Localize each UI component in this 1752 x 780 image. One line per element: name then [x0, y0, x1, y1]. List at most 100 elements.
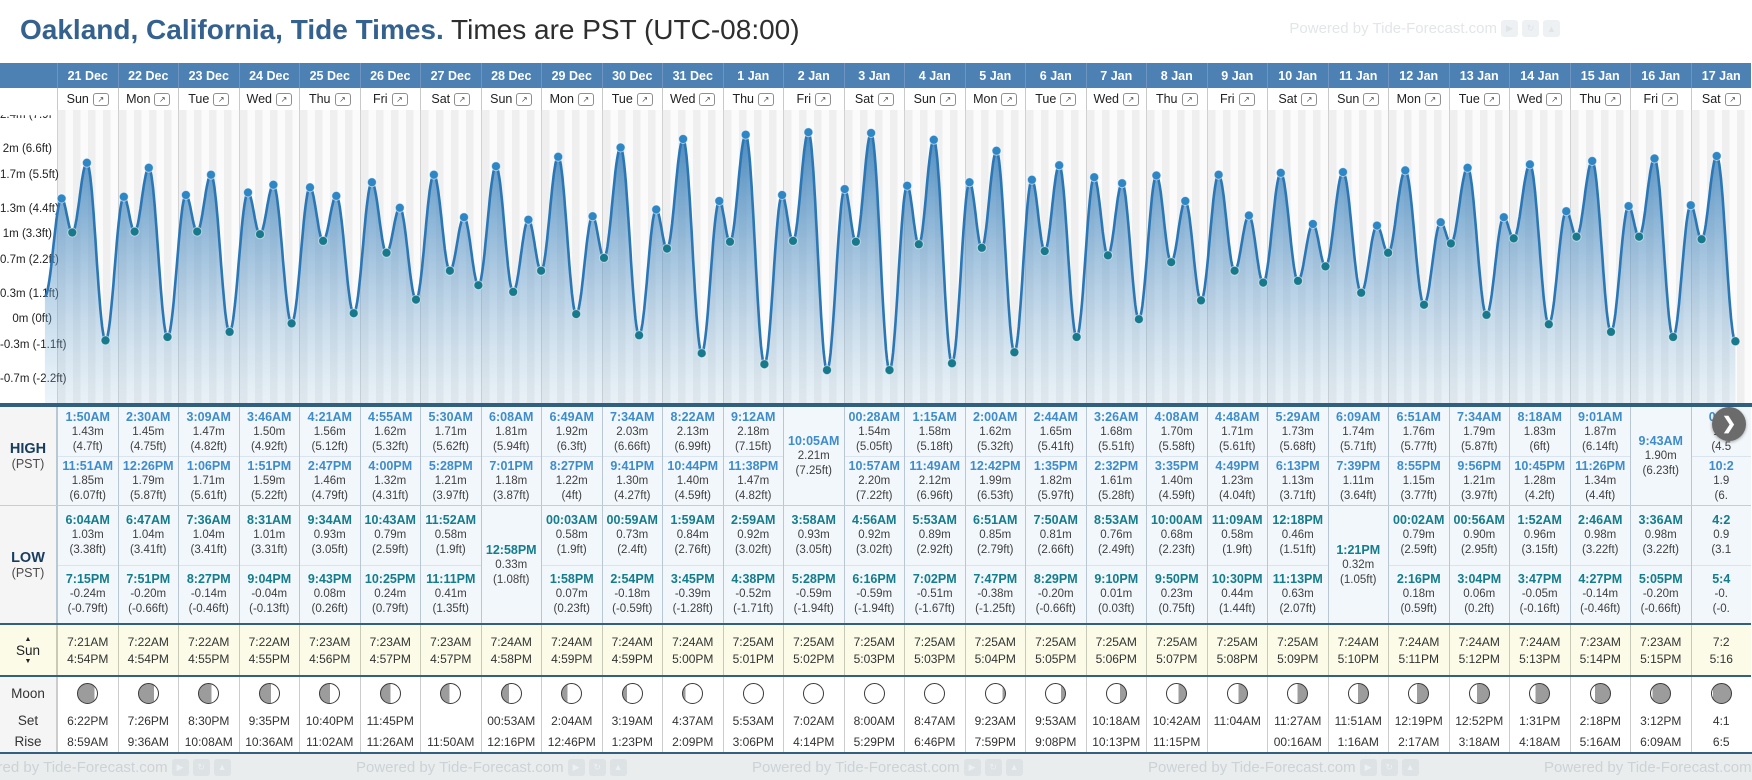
day-link[interactable]: Fri ↗	[1206, 88, 1268, 110]
expand-day-icon[interactable]: ↗	[758, 92, 775, 106]
day-link[interactable]: Tue ↗	[1448, 88, 1510, 110]
expand-day-icon[interactable]: ↗	[1662, 92, 1679, 106]
day-link[interactable]: Sun ↗	[480, 88, 542, 110]
expand-day-icon[interactable]: ↗	[699, 92, 716, 106]
high-tide-dot	[1089, 172, 1100, 183]
day-link[interactable]: Tue ↗	[1025, 88, 1086, 110]
tide-height-m: 1.47m	[192, 425, 225, 438]
day-link[interactable]: Mon ↗	[1388, 88, 1449, 110]
expand-day-icon[interactable]: ↗	[275, 92, 292, 106]
low-tide-dot	[1508, 233, 1519, 244]
sun-times-cell: 7:24AM 5:00PM	[662, 625, 723, 675]
tide-entry: 2:59AM 0.92m (3.02ft)	[724, 506, 784, 565]
day-link[interactable]: Sun ↗	[57, 88, 118, 110]
day-link[interactable]: Sun ↗	[904, 88, 965, 110]
tide-entry: 5:28PM 1.21m (3.97ft)	[421, 456, 481, 505]
expand-day-icon[interactable]: ↗	[815, 92, 832, 106]
expand-day-icon[interactable]: ↗	[1605, 92, 1622, 106]
expand-day-icon[interactable]: ↗	[391, 92, 408, 106]
expand-day-icon[interactable]: ↗	[1060, 92, 1077, 106]
day-link[interactable]: Fri ↗	[783, 88, 844, 110]
moon-phase-cell	[1085, 677, 1147, 710]
expand-day-icon[interactable]: ↗	[577, 92, 594, 106]
tide-entry: 2:46AM 0.98m (3.22ft)	[1571, 506, 1631, 565]
tide-height-m: 1.11m	[1342, 475, 1374, 487]
expand-day-icon[interactable]: ↗	[516, 92, 533, 106]
tide-height-ft: (4.04ft)	[1219, 490, 1256, 502]
low-tide-cell: 11:52AM 0.58m (1.9ft) 11:11PM 0.41m (1.35ft)	[420, 506, 481, 623]
expand-day-icon[interactable]: ↗	[1724, 92, 1741, 106]
expand-day-icon[interactable]: ↗	[939, 92, 956, 106]
low-tide-dot	[1481, 309, 1492, 320]
day-link[interactable]: Sat ↗	[843, 88, 905, 110]
share-icon: ↻	[1522, 20, 1539, 37]
low-tide-dot	[100, 335, 111, 346]
tide-time: 10:44PM	[667, 459, 719, 473]
tide-time: 1:21PM	[1336, 542, 1381, 557]
expand-day-icon[interactable]: ↗	[1122, 92, 1139, 106]
day-link[interactable]: Thu ↗	[1569, 88, 1631, 110]
expand-day-icon[interactable]: ↗	[1546, 92, 1563, 106]
expand-day-icon[interactable]: ↗	[213, 92, 230, 106]
tide-height-m: 0.92m	[858, 529, 891, 542]
expand-day-icon[interactable]: ↗	[334, 92, 351, 106]
expand-day-icon[interactable]: ↗	[1483, 92, 1500, 106]
high-tide-cell: 6:09AM 1.74m (5.71ft) 7:39PM 1.11m (3.64ft)	[1327, 407, 1388, 505]
sun-times-cell: 7:25AM 5:06PM	[1085, 625, 1147, 675]
day-link[interactable]: Thu ↗	[722, 88, 784, 110]
day-name: Sun	[66, 92, 89, 106]
day-link[interactable]: Mon ↗	[541, 88, 602, 110]
day-link[interactable]: Thu ↗	[1146, 88, 1207, 110]
moon-phase-cell	[299, 677, 360, 710]
low-tide-dot	[913, 239, 924, 250]
day-link[interactable]: Mon ↗	[117, 88, 179, 110]
tide-height-m: 0.84m	[676, 529, 709, 542]
expand-day-icon[interactable]: ↗	[1301, 92, 1318, 106]
day-link[interactable]: Wed ↗	[1085, 88, 1147, 110]
expand-day-icon[interactable]: ↗	[92, 92, 109, 106]
sunset-time: 4:59PM	[551, 651, 593, 666]
high-tide-dot	[523, 214, 534, 225]
day-link[interactable]: Fri ↗	[1630, 88, 1691, 110]
sun-row-label[interactable]: ▲ Sun ▼	[0, 625, 57, 675]
day-link[interactable]: Wed ↗	[662, 88, 723, 110]
day-link[interactable]: Wed ↗	[1509, 88, 1570, 110]
day-link[interactable]: Thu ↗	[299, 88, 360, 110]
day-link[interactable]: Wed ↗	[238, 88, 300, 110]
tide-time: 7:34AM	[1457, 409, 1502, 424]
expand-day-icon[interactable]: ↗	[1001, 92, 1018, 106]
day-name: Fri	[372, 92, 388, 106]
expand-day-icon[interactable]: ↗	[1238, 92, 1255, 106]
day-link[interactable]: Sat ↗	[420, 88, 481, 110]
tide-entry: 8:31AM 1.01m (3.31ft)	[240, 506, 300, 565]
day-link[interactable]: Sat ↗	[1267, 88, 1328, 110]
day-link[interactable]: Sat ↗	[1690, 88, 1752, 110]
low-tide-cell: 00:56AM 0.90m (2.95ft) 3:04PM 0.06m (0.2ft)	[1448, 506, 1509, 623]
tide-time: 8:22AM	[670, 409, 715, 424]
tide-height-m: -0.20m	[1642, 588, 1679, 601]
moonset-time: 9:23AM	[964, 710, 1026, 731]
expand-day-icon[interactable]: ↗	[1181, 92, 1198, 106]
next-days-button[interactable]: ❯	[1712, 407, 1746, 441]
day-link[interactable]: Sun ↗	[1327, 88, 1389, 110]
expand-day-icon[interactable]: ↗	[1363, 92, 1380, 106]
expand-day-icon[interactable]: ↗	[636, 92, 653, 106]
moon-phase-icon	[1347, 683, 1369, 704]
expand-day-icon[interactable]: ↗	[877, 92, 894, 106]
expand-day-icon[interactable]: ↗	[454, 92, 471, 106]
tide-height-ft: (4.59ft)	[1158, 490, 1195, 502]
high-tide-dot	[1561, 206, 1572, 217]
day-name: Sat	[854, 92, 874, 106]
day-link[interactable]: Fri ↗	[359, 88, 421, 110]
day-link[interactable]: Tue ↗	[178, 88, 239, 110]
high-row-label: HIGH (PST)	[0, 407, 57, 505]
tide-entry: 3:47PM -0.05m (-0.16ft)	[1510, 564, 1570, 624]
rise-label: Rise	[14, 734, 42, 749]
day-link[interactable]: Tue ↗	[601, 88, 663, 110]
tide-height-m: 1.03m	[71, 529, 104, 542]
expand-day-icon[interactable]: ↗	[1424, 92, 1441, 106]
expand-day-icon[interactable]: ↗	[154, 92, 171, 106]
moonrise-time: 5:29PM	[843, 731, 905, 752]
sun-times-cell: 7:25AM 5:05PM	[1025, 625, 1086, 675]
day-link[interactable]: Mon ↗	[964, 88, 1026, 110]
